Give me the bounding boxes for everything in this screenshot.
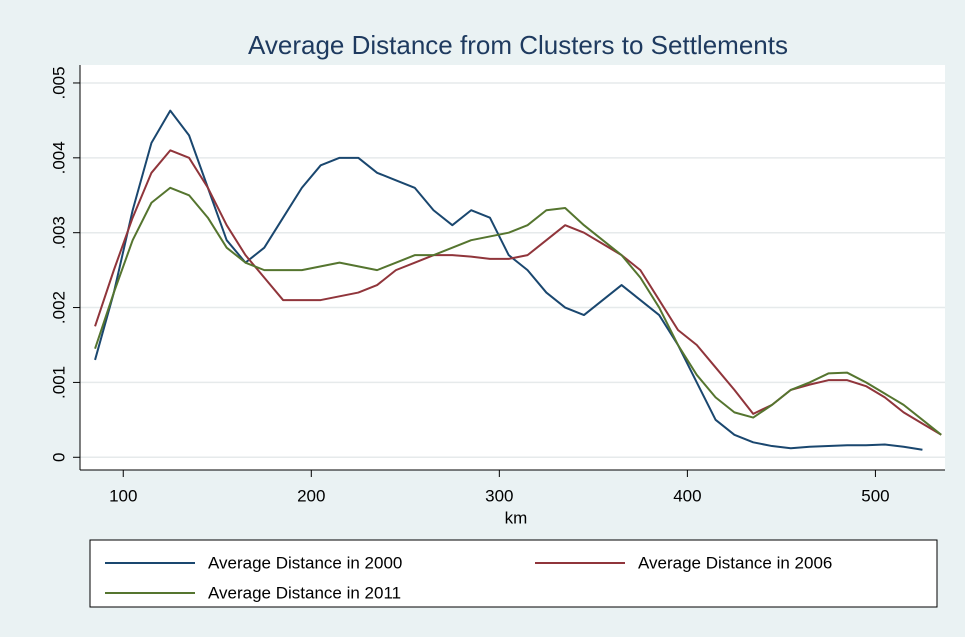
legend-label: Average Distance in 2000 [208, 553, 402, 572]
data-line [94, 109, 923, 451]
x-tick-label: 100 [109, 486, 137, 505]
plot-area [80, 65, 945, 470]
chart-title: Average Distance from Clusters to Settle… [248, 30, 788, 60]
legend-label: Average Distance in 2006 [638, 553, 832, 572]
y-tick-label: .001 [49, 366, 68, 399]
y-tick-label: .004 [49, 141, 68, 174]
legend-box [89, 539, 938, 608]
x-axis-label: km [505, 508, 528, 527]
x-tick-label: 500 [861, 486, 889, 505]
y-tick-label: .005 [49, 66, 68, 99]
legend-label: Average Distance in 2011 [208, 583, 401, 602]
y-tick-label: 0 [49, 453, 68, 462]
data-line [94, 186, 942, 436]
data-line [94, 149, 942, 436]
x-tick-label: 300 [485, 486, 513, 505]
x-tick-label: 200 [297, 486, 325, 505]
y-tick-label: .002 [49, 291, 68, 324]
y-tick-label: .003 [49, 216, 68, 249]
x-tick-label: 400 [673, 486, 701, 505]
